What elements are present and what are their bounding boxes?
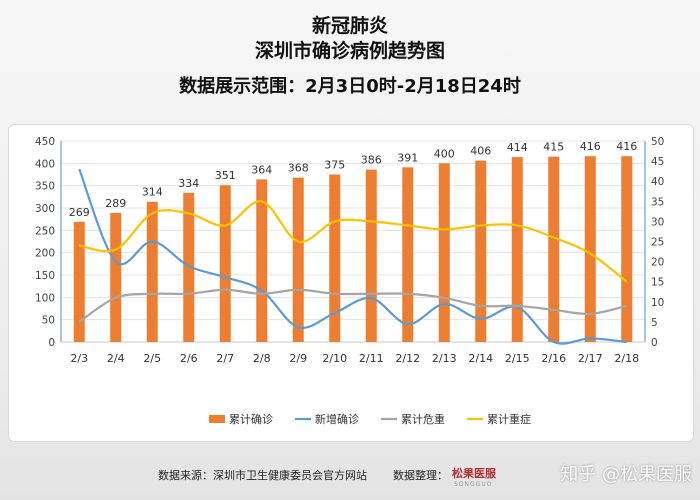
bar-value-label: 416 xyxy=(580,140,601,153)
bar xyxy=(256,179,268,342)
x-tick-label: 2/4 xyxy=(107,352,125,365)
chart-title-line1: 新冠肺炎 xyxy=(311,15,388,37)
right-tick-label: 45 xyxy=(651,156,664,168)
logo-text: 松果医服 xyxy=(452,467,496,480)
chart-svg: 0 50 100 150 200 250 300 350 400 450 0 5 10 15 20 25 30 3… xyxy=(35,136,664,426)
title-block: 新冠肺炎 深圳市确诊病例趋势图 数据展示范围：2月3日0时-2月18日24时 xyxy=(0,14,700,98)
bar-value-label: 391 xyxy=(397,151,418,164)
bar xyxy=(402,167,414,342)
legend-label: 新增确诊 xyxy=(315,412,359,426)
chart-card: 0 50 100 150 200 250 300 350 400 450 0 5 10 15 20 25 30 3… xyxy=(8,124,694,442)
left-tick-label: 250 xyxy=(35,225,55,237)
bar-value-label: 364 xyxy=(251,163,272,176)
bar-value-label: 334 xyxy=(178,177,199,190)
x-tick-label: 2/5 xyxy=(143,352,161,365)
x-tick-label: 2/6 xyxy=(180,352,198,365)
bar xyxy=(548,156,560,342)
bar-value-label: 375 xyxy=(324,159,345,172)
bar-value-label: 406 xyxy=(470,145,491,158)
cumulative-severe-line xyxy=(79,200,628,283)
zhihu-watermark: 知乎 @松果医服 xyxy=(560,464,692,485)
right-tick-label: 30 xyxy=(651,216,664,228)
right-tick-label: 15 xyxy=(651,277,664,289)
bar xyxy=(219,185,231,342)
bar xyxy=(329,174,341,342)
bar xyxy=(110,212,122,342)
bar-value-label: 269 xyxy=(69,206,90,219)
bar-value-label: 351 xyxy=(215,169,236,182)
bar xyxy=(292,177,304,342)
right-tick-label: 50 xyxy=(651,136,664,148)
x-tick-label: 2/8 xyxy=(253,352,271,365)
x-tick-label: 2/11 xyxy=(359,352,384,365)
chart-title-line2: 深圳市确诊病例趋势图 xyxy=(254,40,445,62)
legend-swatch xyxy=(209,415,225,423)
left-tick-label: 400 xyxy=(35,158,55,170)
bar xyxy=(621,156,633,342)
cumulative-critical-line xyxy=(78,288,627,323)
x-tick-label: 2/12 xyxy=(395,352,420,365)
bar-value-label: 368 xyxy=(288,162,309,175)
data-range-subtitle: 数据展示范围：2月3日0时-2月18日24时 xyxy=(179,76,521,97)
footer: 数据来源：深圳市卫生健康委员会官方网站 数据整理： 松果医服 SONGGUO 知… xyxy=(0,460,700,500)
right-tick-label: 40 xyxy=(651,176,664,188)
bar xyxy=(146,201,158,342)
logo-subtext: SONGGUO xyxy=(454,481,493,488)
left-tick-label: 0 xyxy=(48,337,55,349)
bar-value-label: 414 xyxy=(507,141,528,154)
left-tick-label: 150 xyxy=(35,270,55,282)
x-tick-label: 2/17 xyxy=(578,352,603,365)
new-confirmed-line xyxy=(78,168,627,345)
bar-value-label: 386 xyxy=(361,154,382,167)
left-tick-label: 300 xyxy=(35,203,55,215)
left-tick-label: 450 xyxy=(35,136,55,148)
bar xyxy=(183,192,195,342)
right-tick-label: 0 xyxy=(651,337,658,349)
bar-value-label: 289 xyxy=(105,197,126,210)
x-tick-label: 2/9 xyxy=(289,352,307,365)
x-tick-label: 2/14 xyxy=(468,352,493,365)
left-tick-label: 50 xyxy=(42,315,55,327)
right-tick-label: 5 xyxy=(651,317,658,329)
x-tick-label: 2/13 xyxy=(432,352,457,365)
right-tick-label: 35 xyxy=(651,196,664,208)
bar-value-label: 415 xyxy=(543,141,564,154)
right-tick-label: 10 xyxy=(651,297,664,309)
bar xyxy=(584,156,596,342)
bar-value-label: 400 xyxy=(434,147,455,160)
x-tick-label: 2/15 xyxy=(505,352,530,365)
left-tick-label: 350 xyxy=(35,181,55,193)
bar xyxy=(73,221,85,342)
data-source: 数据来源：深圳市卫生健康委员会官方网站 xyxy=(158,469,367,482)
right-tick-label: 25 xyxy=(651,237,664,249)
x-tick-label: 2/18 xyxy=(614,352,639,365)
legend-label: 累计确诊 xyxy=(229,412,273,426)
data-organizer-label: 数据整理： xyxy=(393,469,448,482)
x-tick-label: 2/7 xyxy=(216,352,234,365)
x-tick-label: 2/3 xyxy=(70,352,88,365)
bar xyxy=(511,157,523,342)
bar xyxy=(438,163,450,342)
x-tick-label: 2/16 xyxy=(541,352,566,365)
bar-value-label: 314 xyxy=(142,186,163,199)
right-tick-label: 20 xyxy=(651,257,664,269)
legend-label: 累计危重 xyxy=(401,412,445,426)
songguo-logo: 松果医服 SONGGUO xyxy=(452,463,520,493)
bar xyxy=(365,169,377,342)
legend-label: 累计重症 xyxy=(487,412,531,426)
bar xyxy=(475,160,487,342)
x-tick-label: 2/10 xyxy=(322,352,347,365)
left-tick-label: 100 xyxy=(35,292,55,304)
left-tick-label: 200 xyxy=(35,248,55,260)
bar-value-label: 416 xyxy=(616,140,637,153)
